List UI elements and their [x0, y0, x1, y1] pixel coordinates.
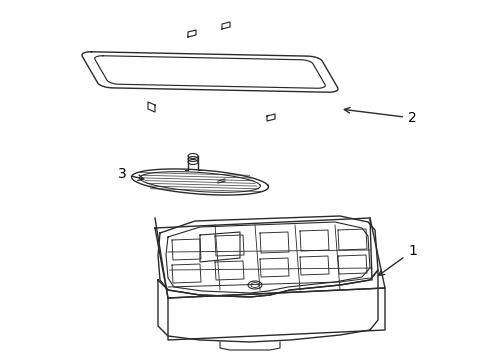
Text: 2: 2	[344, 108, 416, 125]
Text: 3: 3	[118, 167, 143, 181]
Text: 1: 1	[378, 244, 416, 275]
